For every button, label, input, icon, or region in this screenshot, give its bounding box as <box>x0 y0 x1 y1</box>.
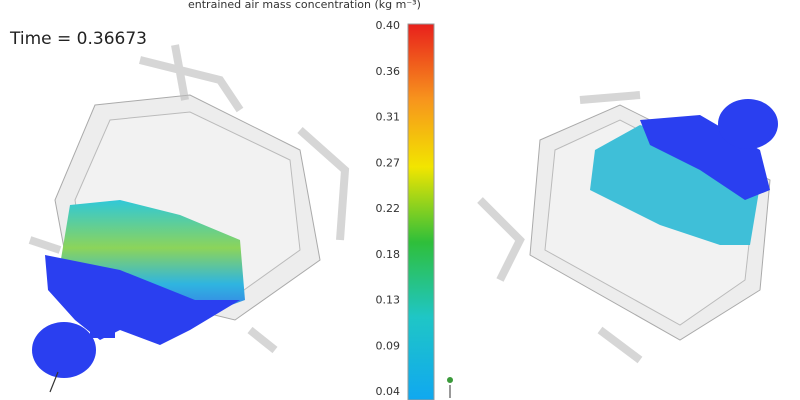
right-casting <box>477 91 778 364</box>
colorbar-tick-label: 0.13 <box>376 294 401 307</box>
axis-triad <box>447 377 453 398</box>
time-label: Time = 0.36673 <box>9 29 147 49</box>
colorbar: entrained air mass concentration (kg m⁻³… <box>188 0 435 400</box>
colorbar-tick-label: 0.31 <box>376 111 401 124</box>
colorbar-tick-label: 0.36 <box>376 65 401 78</box>
colorbar-tick-label: 0.09 <box>376 339 401 352</box>
colorbar-tick-label: 0.27 <box>376 156 401 169</box>
colorbar-gradient <box>407 23 435 400</box>
colorbar-tick-label: 0.22 <box>376 202 401 215</box>
colorbar-tick-label: 0.40 <box>376 19 401 32</box>
colorbar-tick-label: 0.04 <box>376 385 401 398</box>
left-casting <box>28 44 350 393</box>
colorbar-title: entrained air mass concentration (kg m⁻³… <box>188 0 421 11</box>
colorbar-tick-label: 0.18 <box>376 248 401 261</box>
